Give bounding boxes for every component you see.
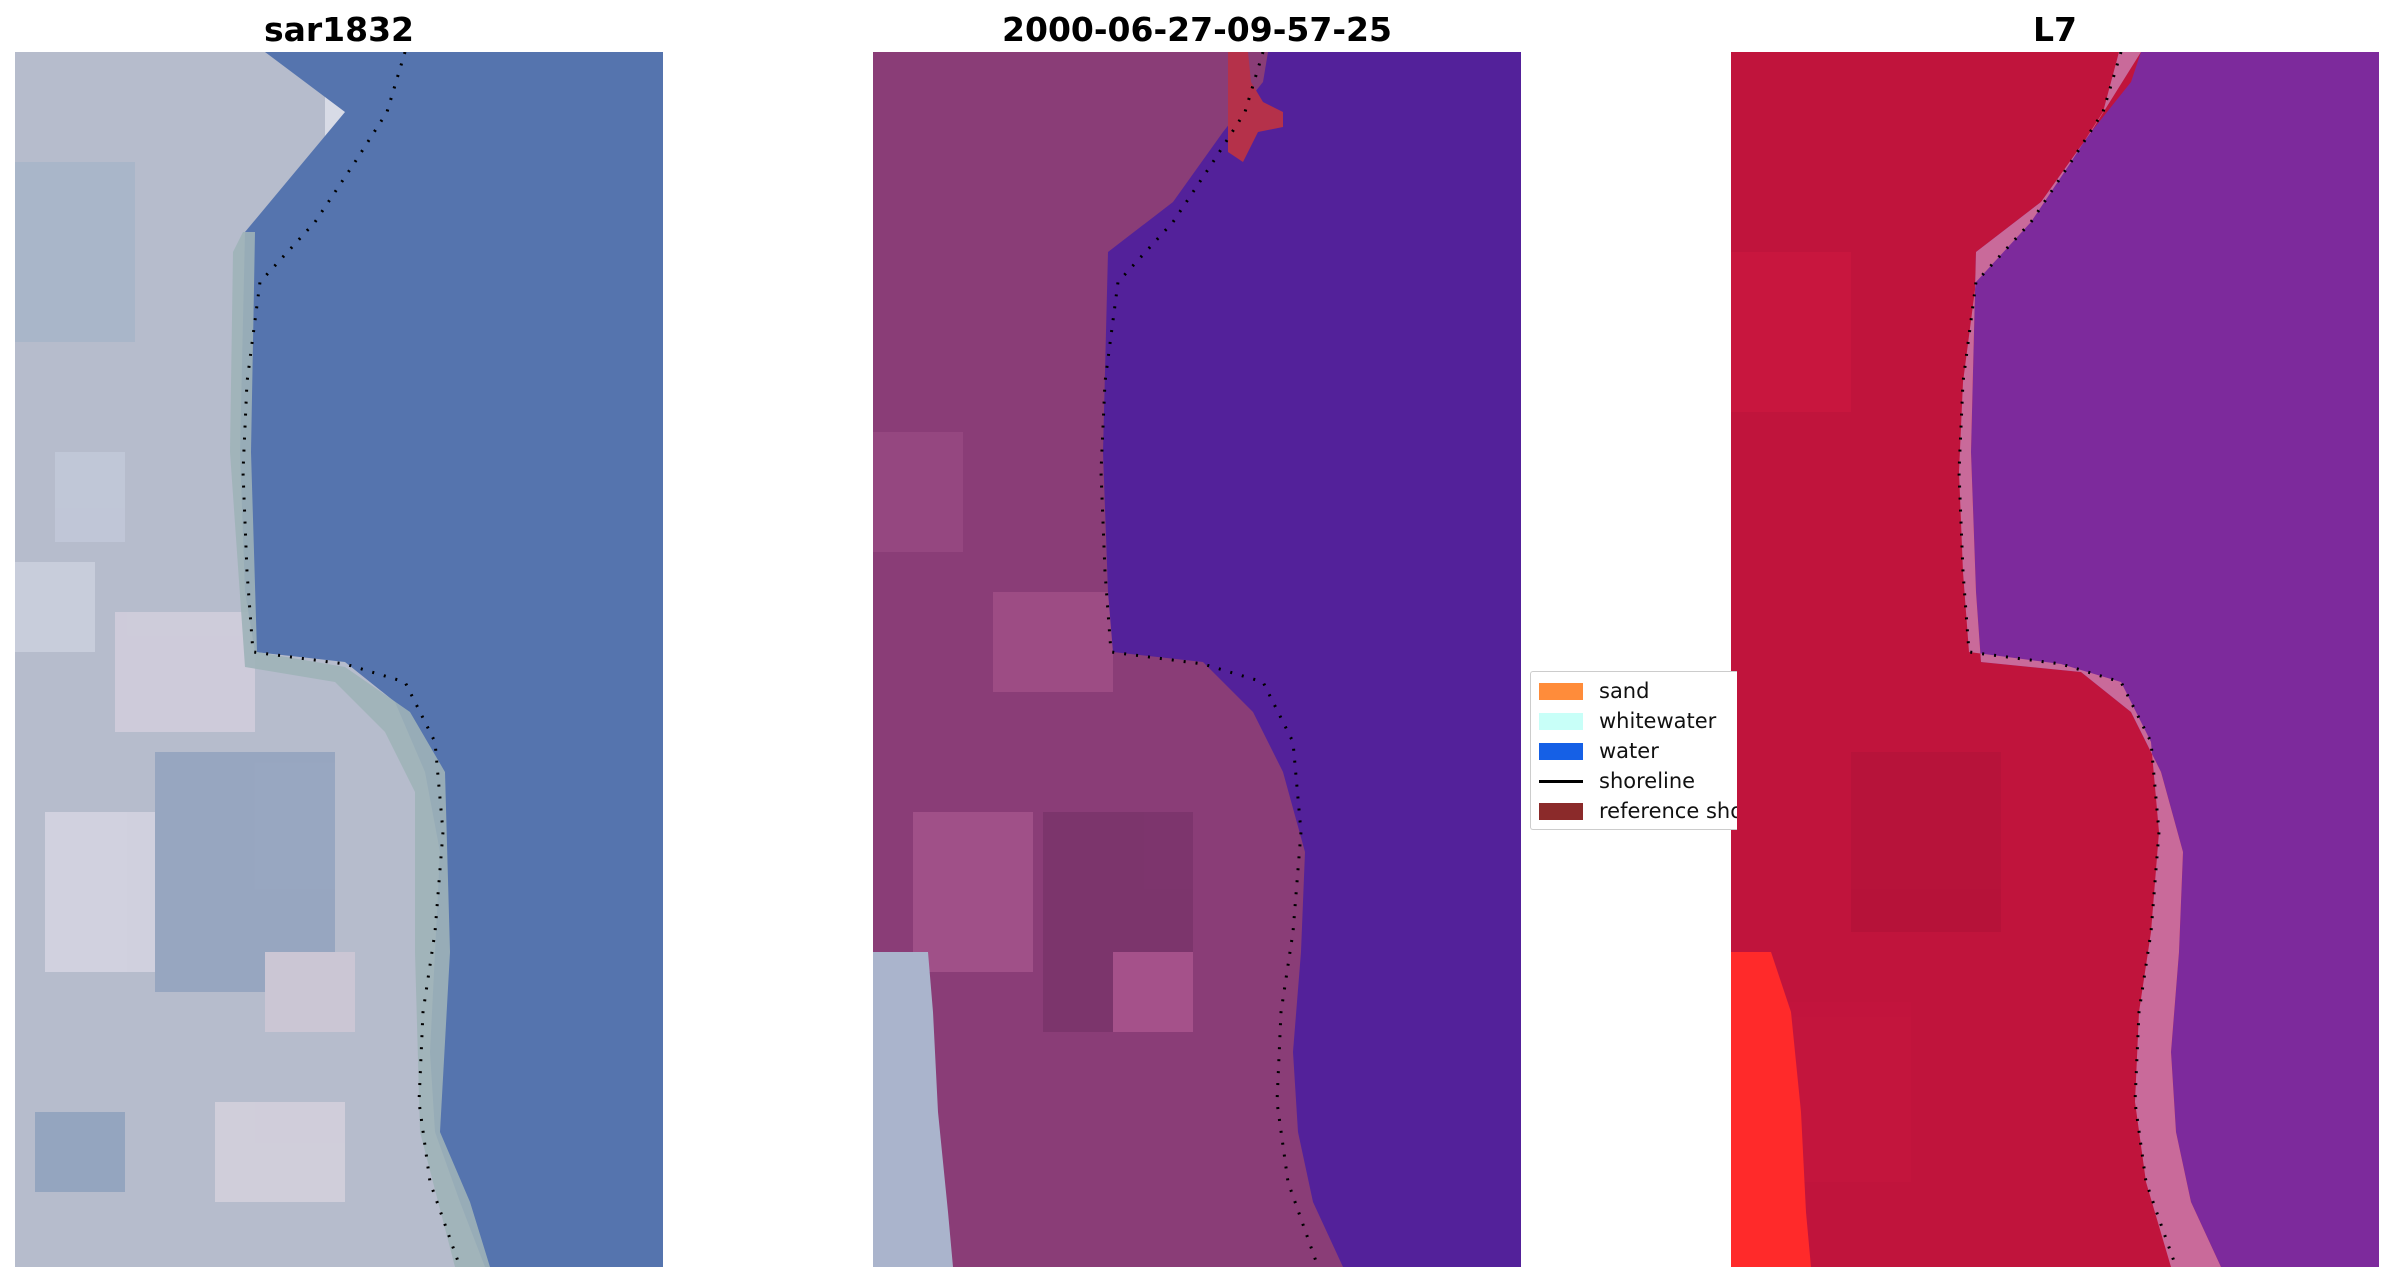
index-image: [1731, 52, 2379, 1267]
classification-sand-patch: [1228, 52, 1283, 162]
legend-item-sand: sand: [1539, 676, 1649, 706]
classification-whitewater: [873, 952, 953, 1267]
classification-water: [1103, 52, 1521, 1267]
rgb-water-area: [240, 52, 663, 1267]
index-image-panel: [1731, 52, 2379, 1267]
index-water: [1971, 52, 2379, 1267]
water-swatch: [1539, 742, 1583, 760]
rgb-land-texture: [15, 52, 425, 1202]
shoreline-line-icon: [1539, 779, 1583, 783]
classification-image-panel: [873, 52, 1521, 1267]
legend-label-whitewater: whitewater: [1599, 709, 1717, 733]
legend-item-whitewater: whitewater: [1539, 706, 1716, 736]
legend-label-sand: sand: [1599, 679, 1650, 703]
index-bright-patch: [1731, 952, 1811, 1267]
classification-image: [873, 52, 1521, 1267]
panel-title-sensor: L7: [2033, 10, 2077, 49]
legend: sand whitewater water shoreline referenc…: [1530, 671, 1737, 830]
panel-title-rgb: sar1832: [263, 10, 415, 49]
legend-label-shoreline: shoreline: [1599, 769, 1696, 793]
legend-label-water: water: [1599, 739, 1659, 763]
rgb-wet-sand: [230, 232, 490, 1267]
index-transition-band: [1959, 52, 2221, 1267]
legend-item-reference-shoreline: reference shoreline: [1539, 796, 1737, 826]
rgb-image: [15, 52, 663, 1267]
rgb-image-panel: [15, 52, 663, 1267]
sand-swatch: [1539, 682, 1583, 700]
reference-shoreline-swatch: [1539, 802, 1583, 820]
panel-title-classification: 2000-06-27-09-57-25: [1002, 10, 1392, 49]
legend-label-reference-shoreline: reference shoreline: [1599, 799, 1737, 823]
classification-land-texture: [873, 432, 1193, 1032]
legend-item-shoreline: shoreline: [1539, 766, 1695, 796]
index-land-texture: [1731, 252, 2001, 1182]
whitewater-swatch: [1539, 712, 1583, 730]
legend-item-water: water: [1539, 736, 1659, 766]
